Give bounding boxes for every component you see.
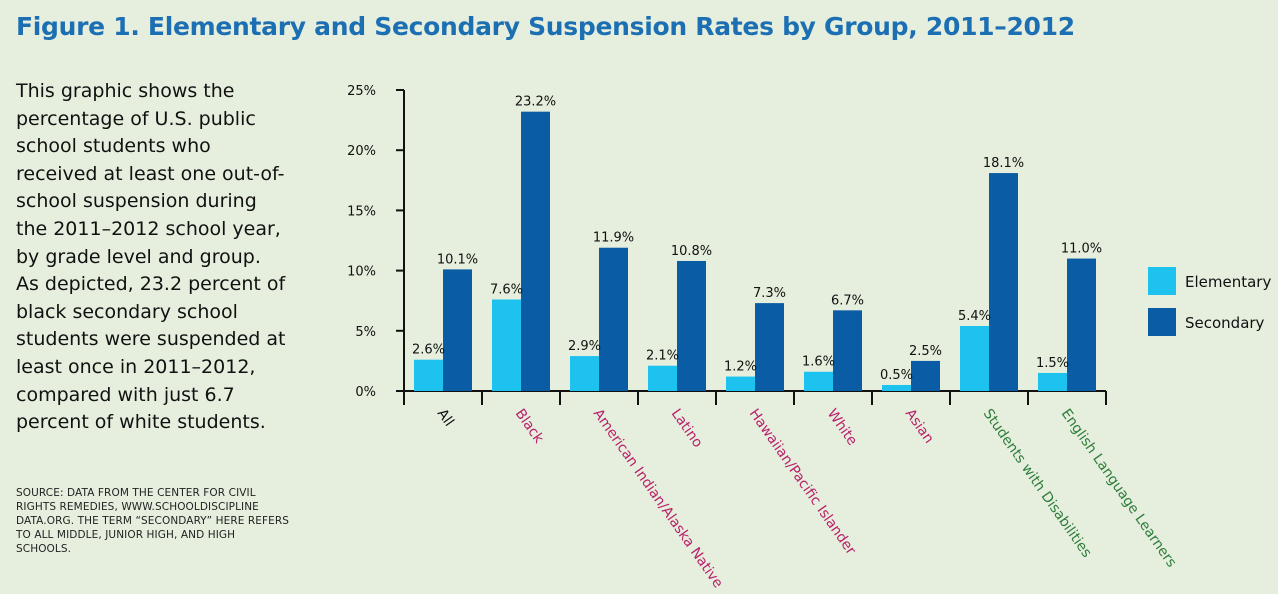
category-label: Latino bbox=[668, 406, 706, 451]
bar-elementary bbox=[804, 371, 833, 391]
data-label-secondary: 23.2% bbox=[515, 95, 556, 110]
legend-label-secondary: Secondary bbox=[1185, 314, 1265, 332]
bar-secondary bbox=[833, 310, 862, 391]
bar-elementary bbox=[882, 384, 911, 391]
bar-secondary bbox=[1067, 258, 1096, 391]
bar-secondary bbox=[443, 269, 472, 391]
data-label-elementary: 2.9% bbox=[568, 339, 601, 354]
source-note: SOURCE: DATA FROM THE CENTER FOR CIVIL R… bbox=[16, 487, 290, 555]
data-label-secondary: 18.1% bbox=[983, 156, 1024, 171]
category-label: All bbox=[434, 406, 457, 429]
data-label-elementary: 0.5% bbox=[880, 368, 913, 383]
category-label: American Indian/Alaska Native bbox=[590, 406, 726, 591]
bar-secondary bbox=[755, 303, 784, 391]
y-tick-label: 5% bbox=[355, 325, 376, 340]
bar-secondary bbox=[911, 360, 940, 391]
chart-category-labels: All Black American Indian/Alaska NativeLat… bbox=[434, 406, 1180, 591]
data-label-elementary: 5.4% bbox=[958, 309, 991, 324]
bar-elementary bbox=[960, 325, 989, 391]
y-tick-label: 25% bbox=[347, 84, 376, 99]
bar-elementary bbox=[492, 299, 521, 391]
chart-data-labels: 2.6% 10.1% 7.6% 23.2% 2.9% 11.9% 2.1% 10.8% 1.2%… bbox=[412, 95, 1102, 383]
data-label-elementary: 7.6% bbox=[490, 282, 523, 297]
data-label-secondary: 2.5% bbox=[909, 344, 942, 359]
bar-elementary bbox=[648, 365, 677, 391]
y-tick-label: 10% bbox=[347, 265, 376, 280]
legend-label-elementary: Elementary bbox=[1185, 273, 1271, 291]
legend-swatch-elementary bbox=[1148, 267, 1176, 295]
figure-description: This graphic shows the percentage of U.S… bbox=[16, 80, 286, 434]
data-label-elementary: 1.6% bbox=[802, 355, 835, 370]
data-label-elementary: 1.5% bbox=[1036, 356, 1069, 371]
y-tick-label: 15% bbox=[347, 204, 376, 219]
data-label-secondary: 10.1% bbox=[437, 252, 478, 267]
chart-legend: Elementary Secondary bbox=[1148, 267, 1271, 336]
bar-secondary bbox=[521, 111, 550, 391]
data-label-secondary: 11.9% bbox=[593, 231, 634, 246]
figure-title: Figure 1. Elementary and Secondary Suspe… bbox=[16, 12, 1075, 41]
y-tick-label: 20% bbox=[347, 144, 376, 159]
bar-elementary bbox=[570, 356, 599, 391]
category-label: White bbox=[824, 406, 860, 449]
bar-elementary bbox=[1038, 372, 1067, 391]
data-label-elementary: 1.2% bbox=[724, 360, 757, 375]
legend-swatch-secondary bbox=[1148, 308, 1176, 336]
data-label-secondary: 11.0% bbox=[1061, 242, 1102, 257]
data-label-secondary: 10.8% bbox=[671, 244, 712, 259]
data-label-secondary: 7.3% bbox=[753, 286, 786, 301]
category-label: Black bbox=[512, 406, 547, 447]
bar-elementary bbox=[726, 376, 755, 391]
bar-secondary bbox=[599, 247, 628, 391]
data-label-elementary: 2.6% bbox=[412, 343, 445, 358]
bar-secondary bbox=[677, 260, 706, 391]
category-label: Asian bbox=[902, 406, 937, 446]
y-tick-label: 0% bbox=[355, 385, 376, 400]
bar-secondary bbox=[989, 173, 1018, 391]
chart-bars bbox=[414, 111, 1096, 391]
data-label-secondary: 6.7% bbox=[831, 293, 864, 308]
data-label-elementary: 2.1% bbox=[646, 349, 679, 364]
bar-elementary bbox=[414, 359, 443, 391]
